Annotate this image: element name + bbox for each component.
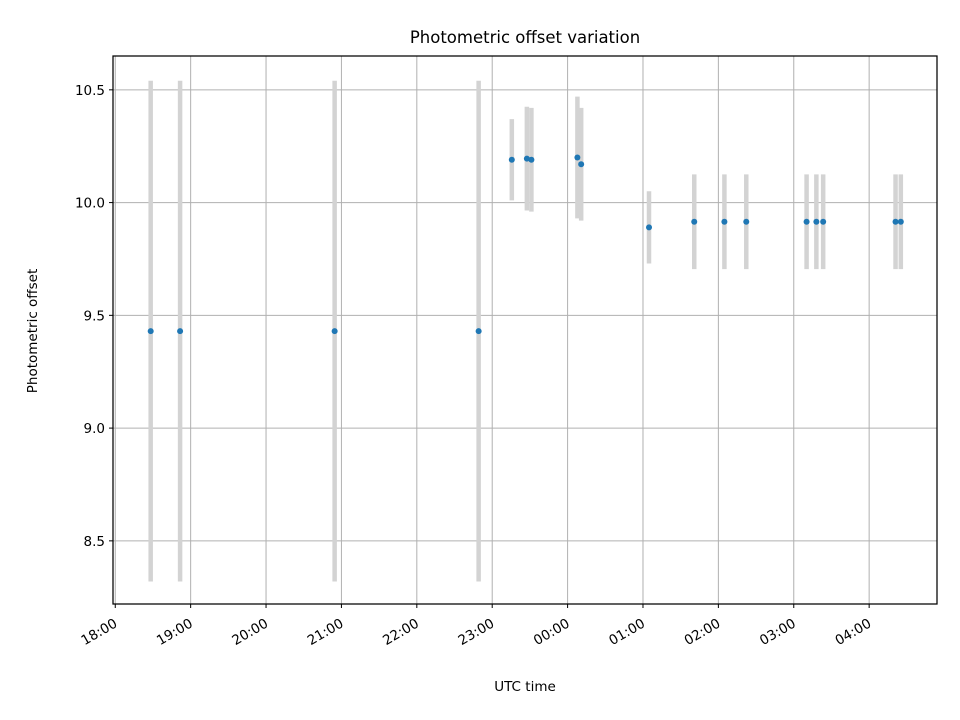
data-point [897, 218, 904, 225]
data-point [803, 218, 810, 225]
y-tick-label: 9.0 [84, 421, 105, 437]
data-point [892, 218, 899, 225]
data-point [691, 218, 698, 225]
y-tick-label: 9.5 [84, 308, 105, 324]
data-point [721, 218, 728, 225]
data-point [813, 218, 820, 225]
data-points [147, 154, 904, 335]
y-axis-label: Photometric offset [25, 269, 41, 393]
chart-title: Photometric offset variation [410, 28, 640, 47]
data-point [743, 218, 750, 225]
y-tick-label: 10.0 [75, 196, 105, 212]
data-point [508, 156, 515, 163]
x-axis-label: UTC time [494, 679, 556, 695]
data-point [331, 328, 338, 335]
y-tick-label: 10.5 [75, 83, 105, 99]
data-point [646, 224, 653, 231]
data-point [578, 161, 585, 168]
data-point [177, 328, 184, 335]
y-tick-label: 8.5 [84, 534, 105, 550]
data-point [147, 328, 154, 335]
data-point [820, 218, 827, 225]
data-point [523, 155, 530, 162]
data-point [528, 156, 535, 163]
plot-frame [112, 55, 938, 605]
data-point [574, 154, 581, 161]
data-point [475, 328, 482, 335]
